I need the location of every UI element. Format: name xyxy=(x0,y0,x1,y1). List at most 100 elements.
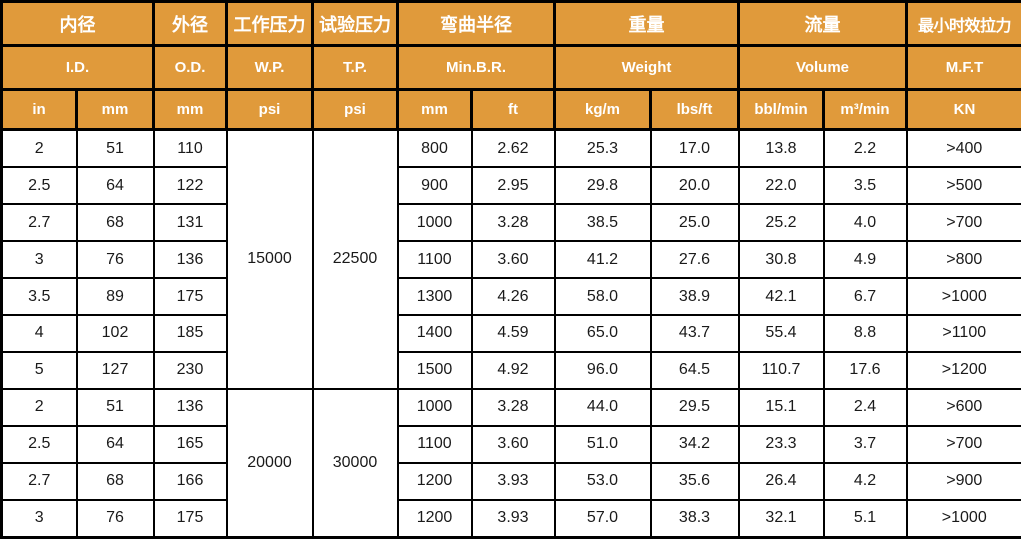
cell-id-mm: 102 xyxy=(75,314,155,353)
cell-weight-lbsft: 17.0 xyxy=(649,128,740,169)
cell-id-mm: 76 xyxy=(75,498,155,539)
cell-weight-lbsft: 64.5 xyxy=(649,350,740,390)
cell-bend-mm: 1100 xyxy=(396,240,473,280)
header-weight-cn: 重量 xyxy=(553,0,740,47)
cell-volume-bblmin: 13.8 xyxy=(737,128,825,169)
cell-od-mm: 175 xyxy=(152,277,228,317)
cell-od-mm: 165 xyxy=(152,424,228,464)
cell-id-in: 2.5 xyxy=(0,424,78,464)
cell-volume-m3min: 2.2 xyxy=(822,128,908,169)
cell-weight-lbsft: 38.9 xyxy=(649,277,740,317)
cell-id-in: 3 xyxy=(0,240,78,280)
table-row: 2 51 110 15000 22500 800 2.62 25.3 17.0 13.8 2.2 >4… xyxy=(0,128,1021,390)
cell-od-mm: 166 xyxy=(152,461,228,501)
cell-bend-ft: 4.26 xyxy=(470,277,556,317)
header-wp-cn: 工作压力 xyxy=(225,0,314,47)
cell-volume-bblmin: 23.3 xyxy=(737,424,825,464)
unit-wp-psi: psi xyxy=(225,88,314,131)
cell-bend-mm: 1400 xyxy=(396,314,473,353)
table-row: 2.7 68 166 1200 3.93 53.0 35.6 26.4 4.2 >900 xyxy=(0,461,1021,501)
cell-volume-m3min: 3.7 xyxy=(822,424,908,464)
cell-weight-kgm: 53.0 xyxy=(553,461,652,501)
cell-bend-mm: 1000 xyxy=(396,203,473,243)
cell-weight-kgm: 96.0 xyxy=(553,350,652,390)
unit-od-mm: mm xyxy=(152,88,228,131)
cell-bend-mm: 1200 xyxy=(396,461,473,501)
cell-weight-kgm: 58.0 xyxy=(553,277,652,317)
table-header: 内径 外径 工作压力 试验压力 弯曲半径 重量 流量 最小时效拉力 I.D. O… xyxy=(0,0,1021,131)
cell-mft-kn: >1200 xyxy=(905,350,1021,390)
cell-volume-bblmin: 55.4 xyxy=(737,314,825,353)
cell-wp-psi: 15000 xyxy=(225,128,314,390)
cell-id-mm: 68 xyxy=(75,461,155,501)
cell-weight-kgm: 29.8 xyxy=(553,166,652,206)
unit-id-in: in xyxy=(0,88,78,131)
cell-weight-lbsft: 20.0 xyxy=(649,166,740,206)
table-row: 2.7 68 131 1000 3.28 38.5 25.0 25.2 4.0 >700 xyxy=(0,203,1021,243)
cell-id-in: 2.5 xyxy=(0,166,78,206)
table-row: 2 51 136 20000 30000 1000 3.28 44.0 29.5 15.1 2.4 >… xyxy=(0,387,1021,539)
header-row-chinese: 内径 外径 工作压力 试验压力 弯曲半径 重量 流量 最小时效拉力 xyxy=(0,0,1021,47)
cell-tp-psi: 30000 xyxy=(311,387,399,539)
header-volume-en: Volume xyxy=(737,44,908,91)
header-bend-en: Min.B.R. xyxy=(396,44,556,91)
cell-bend-ft: 3.60 xyxy=(470,240,556,280)
cell-weight-lbsft: 29.5 xyxy=(649,387,740,427)
cell-weight-kgm: 57.0 xyxy=(553,498,652,539)
header-weight-en: Weight xyxy=(553,44,740,91)
cell-id-mm: 127 xyxy=(75,350,155,390)
unit-weight-kgm: kg/m xyxy=(553,88,652,131)
unit-volume-bblmin: bbl/min xyxy=(737,88,825,131)
cell-bend-mm: 800 xyxy=(396,128,473,169)
cell-mft-kn: >700 xyxy=(905,424,1021,464)
cell-id-in: 3 xyxy=(0,498,78,539)
table-row: 2.5 64 122 900 2.95 29.8 20.0 22.0 3.5 >500 xyxy=(0,166,1021,206)
cell-bend-ft: 4.59 xyxy=(470,314,556,353)
cell-tp-psi: 22500 xyxy=(311,128,399,390)
cell-mft-kn: >500 xyxy=(905,166,1021,206)
table-row: 3.5 89 175 1300 4.26 58.0 38.9 42.1 6.7 >1000 xyxy=(0,277,1021,317)
header-mft-cn: 最小时效拉力 xyxy=(905,0,1021,47)
cell-volume-m3min: 4.9 xyxy=(822,240,908,280)
cell-id-mm: 51 xyxy=(75,387,155,427)
cell-volume-bblmin: 30.8 xyxy=(737,240,825,280)
cell-weight-kgm: 38.5 xyxy=(553,203,652,243)
cell-volume-bblmin: 22.0 xyxy=(737,166,825,206)
cell-bend-ft: 3.28 xyxy=(470,387,556,427)
cell-od-mm: 136 xyxy=(152,387,228,427)
header-mft-en: M.F.T xyxy=(905,44,1021,91)
cell-volume-bblmin: 25.2 xyxy=(737,203,825,243)
cell-od-mm: 175 xyxy=(152,498,228,539)
cell-volume-m3min: 4.0 xyxy=(822,203,908,243)
cell-volume-m3min: 6.7 xyxy=(822,277,908,317)
cell-id-in: 3.5 xyxy=(0,277,78,317)
table-body: 2 51 110 15000 22500 800 2.62 25.3 17.0 13.8 2.2 >4… xyxy=(0,128,1021,539)
unit-volume-m3min: m³/min xyxy=(822,88,908,131)
cell-id-mm: 64 xyxy=(75,166,155,206)
unit-tp-psi: psi xyxy=(311,88,399,131)
cell-id-in: 2.7 xyxy=(0,461,78,501)
cell-weight-lbsft: 34.2 xyxy=(649,424,740,464)
cell-od-mm: 110 xyxy=(152,128,228,169)
table-row: 3 76 136 1100 3.60 41.2 27.6 30.8 4.9 >800 xyxy=(0,240,1021,280)
cell-volume-m3min: 3.5 xyxy=(822,166,908,206)
header-row-english: I.D. O.D. W.P. T.P. Min.B.R. Weight Volu… xyxy=(0,44,1021,91)
cell-bend-mm: 1000 xyxy=(396,387,473,427)
cell-bend-ft: 3.28 xyxy=(470,203,556,243)
cell-weight-lbsft: 38.3 xyxy=(649,498,740,539)
unit-bend-mm: mm xyxy=(396,88,473,131)
cell-od-mm: 136 xyxy=(152,240,228,280)
cell-bend-ft: 2.95 xyxy=(470,166,556,206)
cell-volume-bblmin: 26.4 xyxy=(737,461,825,501)
cell-bend-mm: 1100 xyxy=(396,424,473,464)
cell-volume-bblmin: 32.1 xyxy=(737,498,825,539)
header-row-units: in mm mm psi psi mm ft kg/m lbs/ft bbl/m… xyxy=(0,88,1021,131)
cell-bend-mm: 1300 xyxy=(396,277,473,317)
unit-id-mm: mm xyxy=(75,88,155,131)
cell-volume-bblmin: 110.7 xyxy=(737,350,825,390)
header-wp-en: W.P. xyxy=(225,44,314,91)
cell-bend-ft: 3.93 xyxy=(470,498,556,539)
cell-wp-psi: 20000 xyxy=(225,387,314,539)
